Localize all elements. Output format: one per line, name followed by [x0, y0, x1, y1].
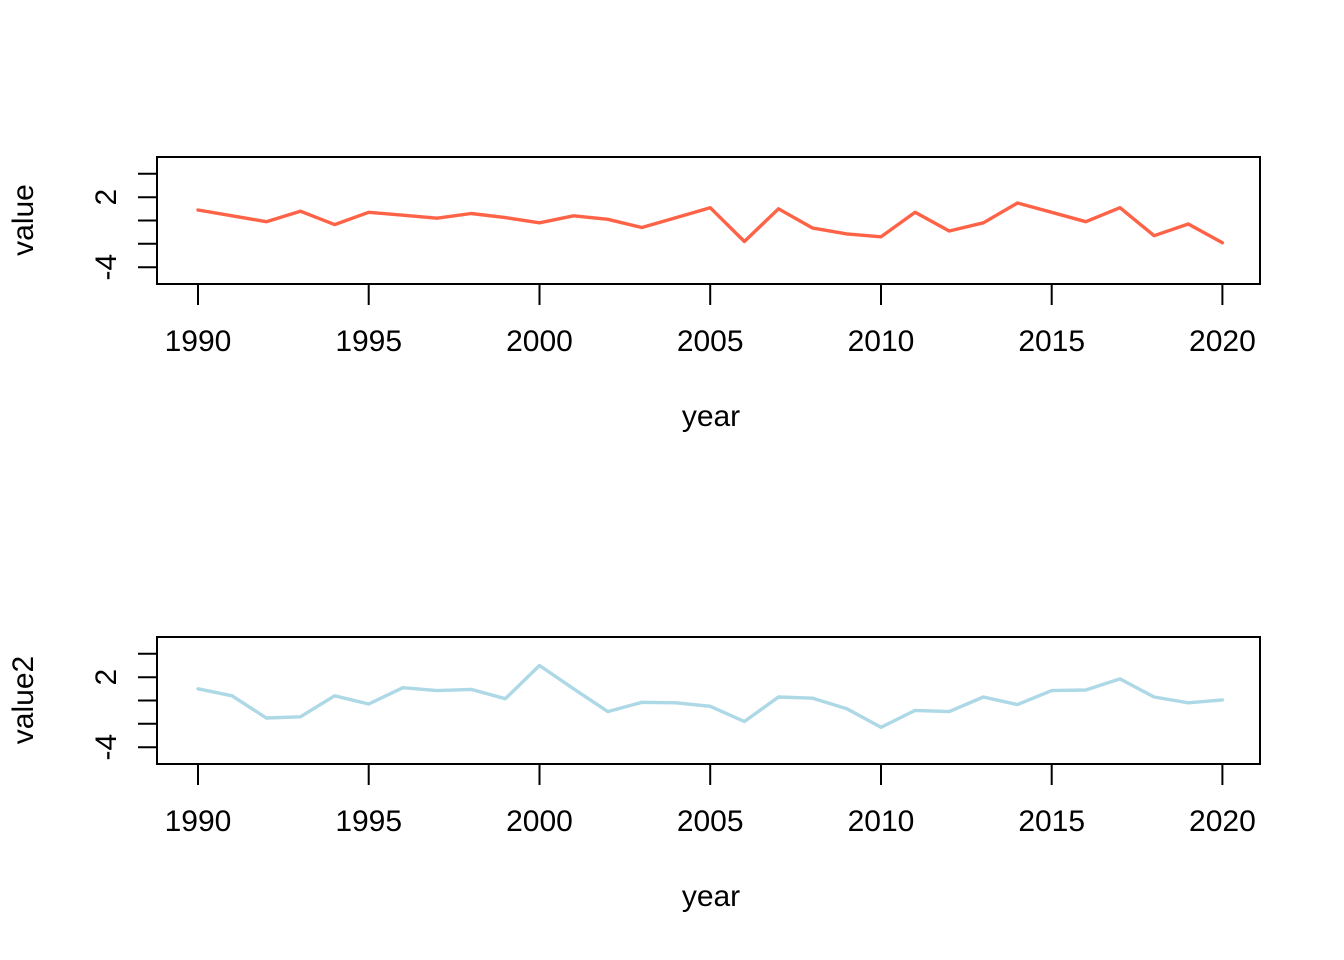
y-tick-label: 2 — [90, 669, 123, 686]
y-tick-label: 2 — [90, 189, 123, 206]
x-tick-label: 2010 — [848, 805, 915, 838]
x-tick-label: 2000 — [506, 325, 573, 358]
x-tick-label: 2005 — [677, 325, 744, 358]
series-line-value — [196, 201, 1225, 245]
x-axis-title-bottom: year — [681, 880, 741, 913]
x-tick-label: 2020 — [1189, 325, 1256, 358]
x-tick-label: 1990 — [165, 325, 232, 358]
x-tick-label: 2015 — [1018, 805, 1085, 838]
series-line-value2 — [196, 663, 1225, 730]
x-tick-label: 1990 — [165, 805, 232, 838]
x-axis-title-top: year — [681, 400, 741, 433]
x-tick-label: 2010 — [848, 325, 915, 358]
x-tick-label: 2005 — [677, 805, 744, 838]
plot-frame — [156, 636, 1261, 765]
y-tick-label: -4 — [90, 734, 123, 761]
y-tick-label: -4 — [90, 254, 123, 281]
y-axis-title-bottom: value2 — [7, 655, 40, 745]
x-tick-label: 2000 — [506, 805, 573, 838]
x-tick-label: 1995 — [335, 325, 402, 358]
bottom-chart-value2: 2 -4 1990 1995 2000 2005 2010 2015 2020 — [90, 636, 1261, 838]
top-chart-value: 2 -4 1990 1995 2000 2005 2010 2015 2020 — [90, 156, 1261, 358]
x-tick-label: 2015 — [1018, 325, 1085, 358]
x-tick-label: 2020 — [1189, 805, 1256, 838]
y-axis-title-top: value — [7, 184, 40, 256]
x-tick-label: 1995 — [335, 805, 402, 838]
